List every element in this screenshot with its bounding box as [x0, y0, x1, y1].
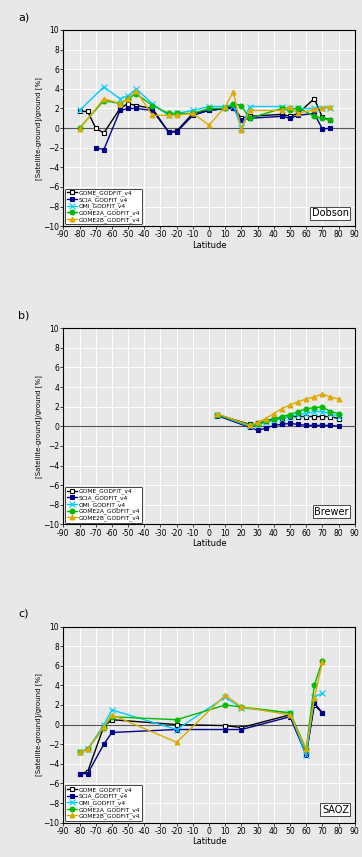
Y-axis label: [Satellite-ground]/ground [%]: [Satellite-ground]/ground [%] — [35, 375, 42, 478]
Legend: GOME_GODFIT_v4, SCIA_GODFIT_v4, OMI_GODFIT_v4, GOME2A_GODFIT_v4, GOME2B_GODFIT_v: GOME_GODFIT_v4, SCIA_GODFIT_v4, OMI_GODF… — [65, 487, 142, 523]
Y-axis label: [Satellite-ground]/ground [%]: [Satellite-ground]/ground [%] — [35, 76, 42, 180]
Y-axis label: [Satellite-ground]/ground [%]: [Satellite-ground]/ground [%] — [35, 673, 42, 776]
X-axis label: Latitude: Latitude — [192, 837, 226, 846]
Text: Brewer: Brewer — [315, 506, 349, 517]
Text: a): a) — [18, 12, 29, 22]
Legend: GOME_GODFIT_v4, SCIA_GODFIT_v4, OMI_GODFIT_v4, GOME2A_GODFIT_v4, GOME2B_GODFIT_v: GOME_GODFIT_v4, SCIA_GODFIT_v4, OMI_GODF… — [65, 785, 142, 821]
Legend: GOME_GODFIT_v4, SCIA_GODFIT_v4, OMI_GODFIT_v4, GOME2A_GODFIT_v4, GOME2B_GODFIT_v: GOME_GODFIT_v4, SCIA_GODFIT_v4, OMI_GODF… — [65, 189, 142, 225]
Text: b): b) — [18, 310, 30, 321]
Text: c): c) — [18, 608, 29, 619]
Text: SAOZ: SAOZ — [322, 805, 349, 815]
X-axis label: Latitude: Latitude — [192, 241, 226, 249]
Text: Dobson: Dobson — [312, 208, 349, 219]
X-axis label: Latitude: Latitude — [192, 539, 226, 548]
